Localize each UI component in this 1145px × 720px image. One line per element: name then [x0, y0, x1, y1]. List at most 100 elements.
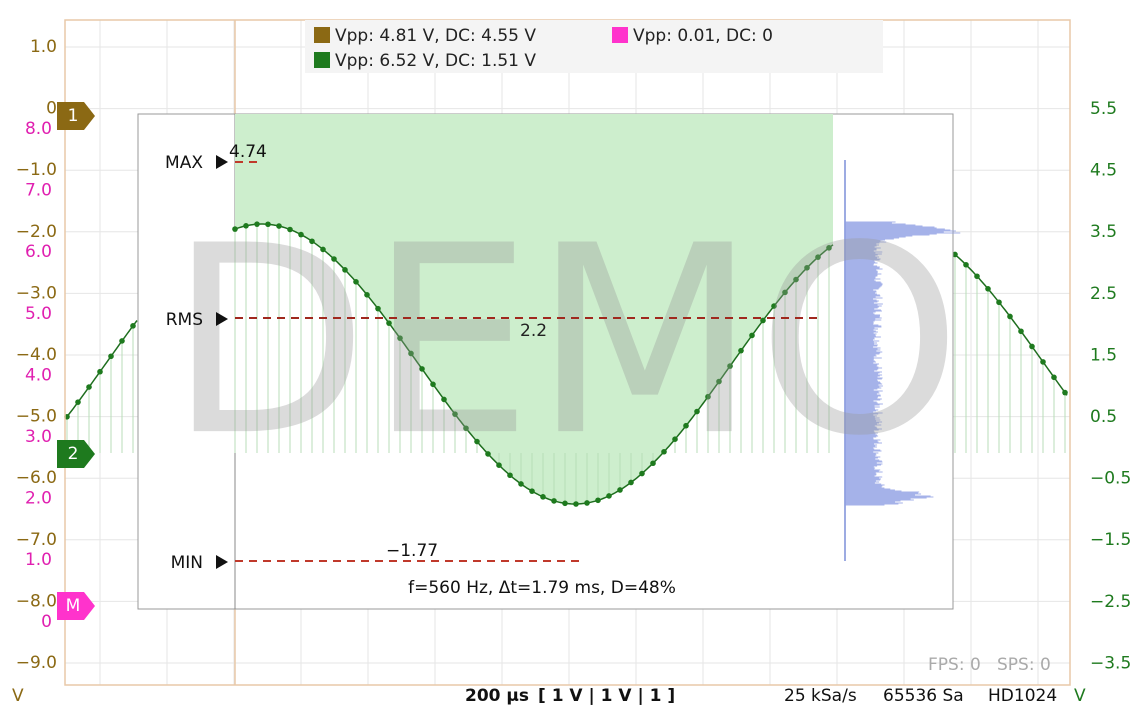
sample-dot — [353, 279, 359, 285]
sample-dot — [342, 267, 348, 273]
sample-dot — [551, 498, 557, 504]
channel-marker-label: 1 — [68, 106, 79, 126]
rms-arrow — [216, 312, 228, 326]
rms-value: 2.2 — [520, 321, 547, 341]
ch1-axis-label: −3.0 — [16, 283, 57, 303]
sample-dot — [507, 472, 513, 479]
legend-swatch — [314, 27, 330, 43]
left-unit: V — [12, 686, 24, 706]
ch2-axis-label: 3.5 — [1090, 222, 1117, 242]
sample-dot — [397, 335, 403, 341]
panel-waveform — [232, 114, 961, 561]
math-axis-label: 3.0 — [25, 427, 52, 447]
ch2-axis-label: 2.5 — [1090, 284, 1117, 304]
min-value: −1.77 — [386, 541, 438, 561]
sample-dot — [430, 381, 436, 388]
sample-dot — [364, 292, 370, 298]
ch1-axis-label: 1.0 — [30, 37, 57, 57]
sample-rate: 25 kSa/s — [784, 686, 857, 706]
ch2-axis-label: −1.5 — [1090, 530, 1131, 550]
sample-dot — [694, 408, 700, 415]
max-label: MAX — [165, 153, 203, 173]
timebase: 200 µs — [465, 686, 529, 706]
sample-dot — [518, 481, 524, 487]
sample-dot — [727, 363, 733, 369]
math-axis-label: 4.0 — [25, 365, 52, 385]
ch1-axis-label: −5.0 — [16, 407, 57, 427]
sample-dot — [97, 368, 103, 375]
scale: [ 1 V | 1 V | 1 ] — [538, 686, 675, 706]
measurement-summary: f=560 Hz, Δt=1.79 ms, D=48% — [408, 578, 676, 598]
ch1-axis-label: −1.0 — [16, 160, 57, 180]
legend-entry: Vpp: 6.52 V, DC: 1.51 V — [335, 51, 536, 71]
sample-dot — [287, 226, 293, 233]
sample-dot — [419, 366, 425, 372]
channel-marker — [57, 440, 95, 468]
sample-dot — [996, 299, 1002, 306]
legend-box — [305, 20, 883, 73]
max-arrow — [216, 155, 228, 169]
sample-dot — [1018, 328, 1024, 335]
sample-dot — [963, 261, 969, 268]
channel-marker — [57, 102, 95, 130]
ch1-axis-label: −7.0 — [16, 530, 57, 550]
math-axis-label: 0 — [41, 612, 52, 632]
sample-dot — [1062, 389, 1068, 396]
legend-swatch — [612, 27, 628, 43]
sample-dot — [716, 378, 722, 385]
sample-dot — [452, 411, 458, 417]
sample-dot — [243, 223, 249, 229]
sample-dot — [815, 254, 821, 260]
sample-dot — [749, 332, 755, 339]
sample-dot — [584, 500, 590, 506]
ch2-axis-label: 5.5 — [1090, 99, 1117, 119]
sample-dot — [331, 256, 337, 262]
sample-dot — [86, 384, 92, 390]
sample-dot — [474, 438, 480, 445]
channel-marker-label: M — [66, 596, 81, 616]
sample-dot — [974, 273, 980, 280]
sample-dot — [628, 479, 634, 486]
sample-dot — [108, 353, 114, 360]
sample-dot — [276, 223, 282, 229]
sample-dot — [265, 221, 271, 228]
max-value: 4.74 — [229, 142, 267, 162]
math-axis-label: 2.0 — [25, 489, 52, 509]
channel-marker — [57, 592, 95, 620]
rms-label: RMS — [166, 310, 203, 330]
sample-dot — [672, 436, 678, 443]
sample-dot — [232, 226, 238, 232]
ch2-axis-label: 0.5 — [1090, 407, 1117, 427]
sample-dot — [254, 221, 260, 227]
ch1-axis-label: 0 — [46, 99, 57, 119]
sample-dot — [782, 289, 788, 296]
sample-dot — [804, 264, 810, 271]
sample-dot — [375, 305, 381, 312]
sps: SPS: 0 — [997, 655, 1051, 675]
sample-dot — [826, 245, 832, 251]
samples: 65536 Sa — [883, 686, 964, 706]
sample-dot — [1029, 343, 1035, 350]
sample-dot — [119, 338, 125, 344]
sample-dot — [540, 494, 546, 500]
sample-dot — [617, 487, 623, 493]
min-label: MIN — [171, 553, 203, 573]
sample-dot — [661, 448, 667, 455]
axis-labels: 1.0 0 −1.0 −2.0 −3.0 −4.0 −5.0 −6.0 −7.0 −8.0 −9.0… — [16, 37, 1132, 673]
sample-dot — [529, 488, 535, 494]
min-arrow — [216, 555, 228, 569]
sample-dot — [650, 460, 656, 467]
watermark: DEMO — [168, 191, 961, 493]
ch1-axis-label: −9.0 — [16, 653, 57, 673]
sample-dot — [408, 350, 414, 357]
ch2-axis-label: 4.5 — [1090, 161, 1117, 181]
ch1-axis-label: −8.0 — [16, 591, 57, 611]
sample-dot — [320, 246, 326, 253]
ch1-axis-label: −2.0 — [16, 222, 57, 242]
sample-dot — [952, 251, 958, 258]
fps: FPS: 0 — [928, 655, 981, 675]
sample-dot — [309, 238, 315, 245]
ch2-axis-label: −0.5 — [1090, 469, 1131, 489]
sample-dot — [441, 396, 447, 403]
